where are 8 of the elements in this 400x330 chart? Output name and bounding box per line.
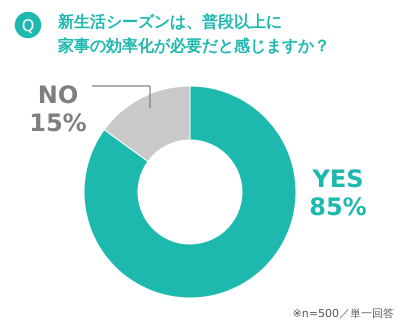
chart-subtitle: 家事の効率化が必要だと感じますか？ xyxy=(57,36,330,55)
slice-label: YES xyxy=(311,165,364,193)
text: Q xyxy=(22,16,34,35)
text: ※n=500／単一回答 xyxy=(292,307,394,320)
slice-label: NO xyxy=(38,81,78,109)
data-label: 15% xyxy=(29,109,87,137)
data-label: 85% xyxy=(309,193,367,221)
chart-title: 新生活シーズンは、普段以上に xyxy=(57,12,282,31)
